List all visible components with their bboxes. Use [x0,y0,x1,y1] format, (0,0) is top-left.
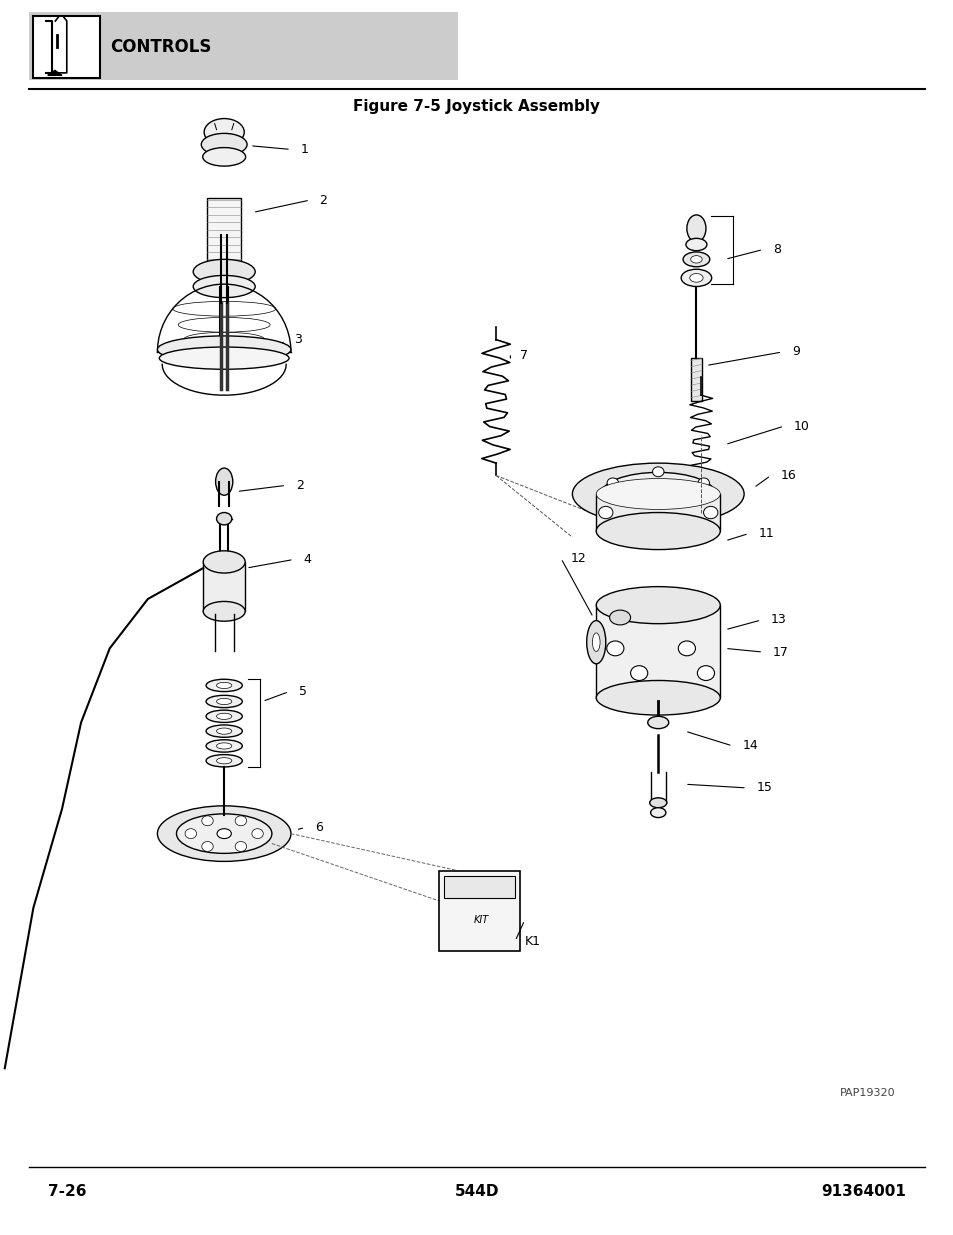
Ellipse shape [201,816,213,826]
Ellipse shape [203,601,245,621]
Ellipse shape [606,500,618,510]
Ellipse shape [234,816,246,826]
Ellipse shape [203,551,245,573]
Ellipse shape [592,632,599,652]
Ellipse shape [206,710,242,722]
Text: 17: 17 [772,646,788,658]
Ellipse shape [702,506,717,519]
Text: 10: 10 [793,420,809,432]
Ellipse shape [216,758,232,763]
Ellipse shape [216,743,232,748]
Ellipse shape [157,336,291,363]
Text: 12: 12 [570,552,586,564]
Ellipse shape [596,680,720,715]
Bar [203,562,245,611]
Text: PAP19320: PAP19320 [839,1088,894,1098]
Ellipse shape [252,829,263,839]
Ellipse shape [690,256,701,263]
Bar [29,12,457,80]
Text: 544D: 544D [455,1184,498,1199]
Bar [690,358,701,401]
Ellipse shape [206,725,242,737]
Text: 14: 14 [741,740,758,752]
Ellipse shape [176,814,272,853]
Ellipse shape [216,829,232,839]
Ellipse shape [698,500,709,510]
Ellipse shape [652,511,663,521]
Ellipse shape [215,468,233,495]
Ellipse shape [159,347,289,369]
Ellipse shape [698,478,709,488]
Ellipse shape [234,841,246,851]
Bar [443,876,515,898]
Text: 16: 16 [780,469,796,482]
Ellipse shape [643,483,672,505]
Bar [438,871,519,951]
Ellipse shape [572,463,743,525]
Text: K1: K1 [524,935,540,947]
Text: 91364001: 91364001 [821,1184,905,1199]
Text: CONTROLS: CONTROLS [110,38,211,56]
Text: 7: 7 [519,350,527,362]
Ellipse shape [201,841,213,851]
Ellipse shape [682,252,709,267]
Ellipse shape [216,682,232,688]
Bar [207,198,241,272]
Ellipse shape [689,273,702,283]
Ellipse shape [206,755,242,767]
Ellipse shape [685,238,706,251]
Text: KIT: KIT [474,915,489,925]
Ellipse shape [586,621,605,664]
Text: 1: 1 [300,143,308,156]
Ellipse shape [678,641,695,656]
Ellipse shape [204,119,244,146]
Bar [33,16,100,78]
Ellipse shape [630,666,647,680]
Ellipse shape [697,666,714,680]
Text: 11: 11 [758,527,774,540]
Ellipse shape [216,699,232,705]
Ellipse shape [600,473,715,516]
Ellipse shape [596,513,720,550]
Ellipse shape [216,714,232,719]
Text: 8: 8 [772,243,780,256]
Ellipse shape [157,805,291,862]
Ellipse shape [201,133,247,156]
Ellipse shape [202,148,246,167]
Ellipse shape [598,506,612,519]
Ellipse shape [596,479,720,509]
Ellipse shape [206,695,242,708]
Ellipse shape [609,610,630,625]
Text: 3: 3 [294,333,301,346]
Ellipse shape [647,716,668,729]
Ellipse shape [686,215,705,242]
Text: 6: 6 [314,821,322,834]
Ellipse shape [652,467,663,477]
Ellipse shape [216,513,232,525]
Text: 13: 13 [770,614,786,626]
Ellipse shape [606,478,618,488]
Bar [596,494,720,531]
Text: 7-26: 7-26 [48,1184,86,1199]
Text: 4: 4 [303,553,311,566]
Ellipse shape [650,808,665,818]
Ellipse shape [185,829,196,839]
Ellipse shape [206,740,242,752]
Text: 15: 15 [756,782,772,794]
Ellipse shape [193,275,254,298]
Ellipse shape [596,587,720,624]
Ellipse shape [206,679,242,692]
Bar [596,605,720,698]
Text: Figure 7-5 Joystick Assembly: Figure 7-5 Joystick Assembly [354,99,599,114]
Text: 2: 2 [319,194,327,206]
Ellipse shape [680,269,711,287]
Text: 9: 9 [791,346,799,358]
Ellipse shape [649,798,666,808]
Ellipse shape [193,259,254,284]
Text: 5: 5 [298,685,306,698]
Text: 2: 2 [295,479,303,492]
Ellipse shape [216,729,232,734]
Ellipse shape [606,641,623,656]
Polygon shape [48,70,62,75]
